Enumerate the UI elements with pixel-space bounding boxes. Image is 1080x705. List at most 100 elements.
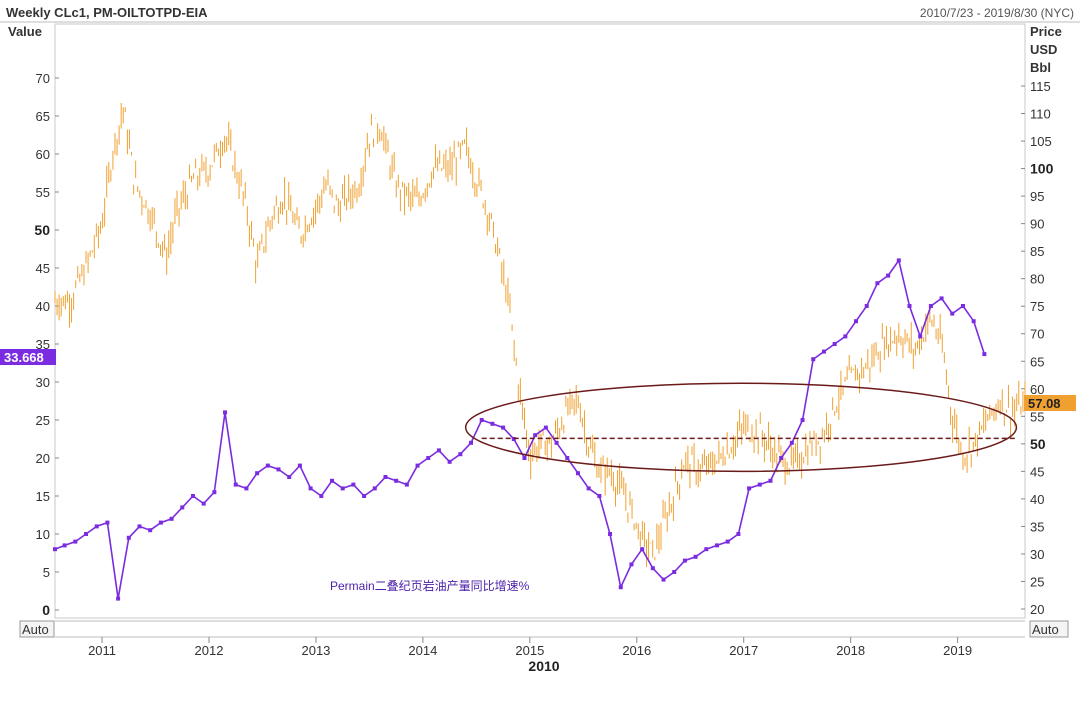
year-caption: 2010 bbox=[528, 658, 559, 674]
right-tick-label: 30 bbox=[1030, 547, 1044, 562]
growth-point bbox=[661, 577, 666, 582]
growth-point bbox=[180, 505, 185, 510]
left-tick-label: 30 bbox=[36, 375, 50, 390]
left-tick-label: 25 bbox=[36, 413, 50, 428]
growth-point bbox=[190, 494, 195, 498]
annotation-text: Permain二叠纪页岩油产量同比增速% bbox=[330, 578, 530, 593]
right-tick-label: 90 bbox=[1030, 217, 1044, 232]
growth-point bbox=[383, 475, 388, 479]
growth-point bbox=[575, 471, 580, 476]
left-auto-button-bg[interactable] bbox=[19, 620, 55, 638]
growth-point bbox=[768, 478, 773, 483]
growth-point bbox=[137, 524, 142, 529]
growth-point bbox=[212, 490, 217, 495]
growth-point bbox=[394, 478, 399, 483]
growth-point bbox=[640, 547, 645, 552]
growth-point bbox=[458, 452, 463, 457]
growth-point bbox=[939, 296, 944, 301]
growth-point bbox=[276, 467, 281, 472]
growth-point bbox=[62, 543, 67, 548]
growth-point bbox=[319, 494, 324, 498]
right-last-value-tag: 57.08 bbox=[1024, 395, 1076, 411]
left-axis-label: Value bbox=[8, 24, 42, 39]
growth-point bbox=[672, 570, 677, 574]
growth-point bbox=[736, 532, 741, 536]
growth-point bbox=[864, 304, 869, 308]
growth-point bbox=[223, 410, 228, 415]
right-axis-label-price: Price bbox=[1030, 24, 1062, 39]
growth-point bbox=[447, 459, 452, 464]
x-tick-label: 2018 bbox=[836, 643, 865, 658]
x-tick-label: 2017 bbox=[729, 643, 758, 658]
growth-point bbox=[565, 456, 570, 460]
right-tick-label: 65 bbox=[1030, 354, 1044, 369]
growth-point bbox=[843, 334, 848, 339]
x-tick-label: 2014 bbox=[408, 643, 437, 658]
growth-point bbox=[629, 562, 634, 567]
left-tick-label: 55 bbox=[36, 185, 50, 200]
left-tick-label: 20 bbox=[36, 451, 50, 466]
growth-point bbox=[94, 524, 99, 529]
date-range: 2010/7/23 - 2019/8/30 (NYC) bbox=[920, 6, 1074, 20]
growth-point bbox=[490, 421, 495, 426]
growth-point bbox=[886, 273, 891, 278]
growth-point bbox=[501, 425, 506, 430]
left-auto-button[interactable]: Auto bbox=[19, 620, 55, 638]
growth-line-path bbox=[54, 258, 986, 599]
growth-point bbox=[265, 463, 270, 468]
growth-point bbox=[522, 456, 527, 460]
growth-point bbox=[811, 357, 816, 362]
right-auto-button-bg[interactable] bbox=[1029, 620, 1069, 638]
right-tick-label: 115 bbox=[1030, 79, 1051, 94]
left-tick-label: 5 bbox=[43, 565, 50, 580]
x-tick-label: 2011 bbox=[88, 643, 116, 658]
growth-point bbox=[362, 494, 367, 498]
growth-point bbox=[918, 334, 923, 339]
growth-point bbox=[832, 342, 837, 346]
left-last-value-tag: 33.668 bbox=[0, 349, 56, 365]
left-tag-value: 33.668 bbox=[4, 350, 44, 365]
growth-point bbox=[650, 566, 655, 571]
highlight-ellipse bbox=[464, 382, 1018, 473]
left-tick-label: 40 bbox=[36, 299, 50, 314]
left-tag-bg bbox=[0, 349, 56, 365]
growth-point bbox=[73, 539, 78, 544]
right-tick-label: 110 bbox=[1030, 107, 1051, 122]
right-tick-label: 95 bbox=[1030, 189, 1044, 204]
left-tick-label: 50 bbox=[34, 222, 50, 238]
growth-point bbox=[586, 486, 591, 491]
right-tick-label: 60 bbox=[1030, 382, 1044, 397]
growth-point bbox=[53, 547, 57, 552]
growth-point bbox=[351, 482, 356, 487]
left-auto-label[interactable]: Auto bbox=[22, 622, 49, 637]
growth-point bbox=[982, 352, 987, 357]
right-tick-label: 40 bbox=[1030, 492, 1044, 507]
growth-point bbox=[854, 319, 859, 324]
growth-point bbox=[329, 478, 334, 483]
left-axis: 0 5 10 15 20 25 30 35 40 45 50 55 60 65 70 bbox=[34, 71, 59, 618]
growth-point bbox=[821, 349, 826, 354]
chart-title: Weekly CLc1, PM-OILTOTPD-EIA bbox=[6, 5, 208, 20]
right-tick-label: 55 bbox=[1030, 409, 1044, 424]
right-auto-button[interactable]: Auto bbox=[1029, 620, 1069, 638]
right-axis-label-bbl: Bbl bbox=[1030, 60, 1051, 75]
growth-point bbox=[714, 543, 719, 548]
growth-point bbox=[960, 304, 965, 308]
x-tick-label: 2015 bbox=[515, 643, 544, 658]
growth-point bbox=[747, 486, 752, 491]
growth-point bbox=[704, 547, 709, 552]
left-tick-label: 65 bbox=[36, 109, 50, 124]
left-tick-label: 45 bbox=[36, 261, 50, 276]
x-tick-label: 2012 bbox=[195, 643, 224, 658]
right-tick-label: 70 bbox=[1030, 327, 1044, 342]
growth-point bbox=[126, 535, 131, 540]
right-tick-label: 20 bbox=[1030, 602, 1044, 617]
right-auto-label[interactable]: Auto bbox=[1032, 622, 1059, 637]
growth-point bbox=[928, 304, 933, 308]
growth-point bbox=[533, 433, 538, 438]
right-axis-label-usd: USD bbox=[1030, 42, 1057, 57]
growth-point bbox=[404, 482, 409, 487]
right-tag-value: 57.08 bbox=[1028, 396, 1061, 411]
growth-point bbox=[479, 418, 484, 422]
